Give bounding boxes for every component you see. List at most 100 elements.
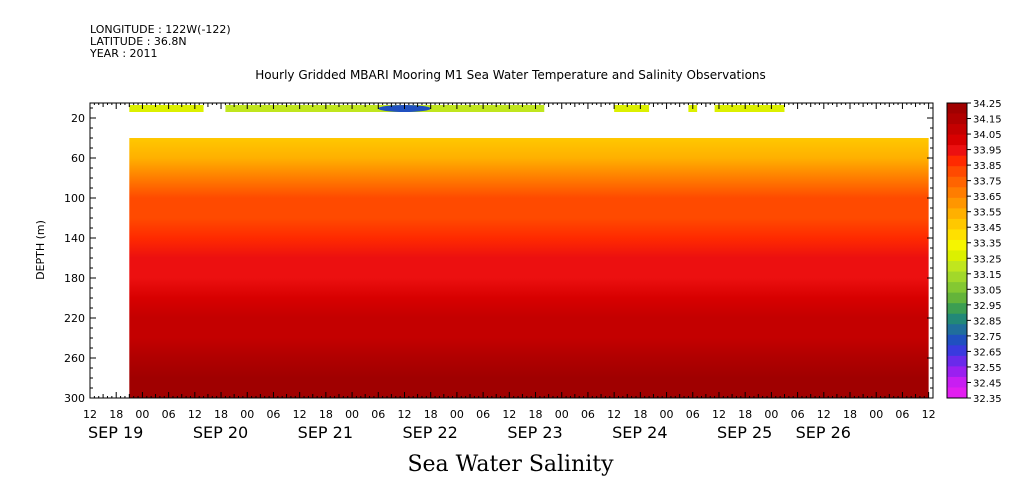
y-tick-label: 220 — [64, 312, 85, 325]
colorbar-swatch — [947, 187, 967, 199]
x-tick-label: 12 — [922, 408, 936, 421]
colorbar-label: 32.55 — [973, 363, 1002, 374]
colorbar-swatch — [947, 303, 967, 315]
colorbar-label: 33.95 — [973, 146, 1002, 157]
colorbar-swatch — [947, 218, 967, 230]
colorbar-label: 33.15 — [973, 270, 1002, 281]
x-tick-label: 12 — [817, 408, 831, 421]
x-tick-label: 18 — [319, 408, 333, 421]
longitude-label: LONGITUDE : 122W(-122) — [90, 23, 231, 36]
footer-title: Sea Water Salinity — [407, 452, 614, 477]
colorbar-label: 32.95 — [973, 301, 1002, 312]
x-tick-label: 18 — [529, 408, 543, 421]
x-date-label: SEP 22 — [402, 423, 457, 442]
x-tick-label: 00 — [555, 408, 569, 421]
colorbar-frame — [946, 102, 968, 399]
colorbar: 34.25 34.15 34.05 33.95 33.85 33.75 33.65 33.55… — [946, 99, 1002, 405]
colorbar-label: 33.75 — [973, 177, 1002, 188]
colorbar-swatch — [947, 334, 967, 346]
y-tick-label: 140 — [64, 232, 85, 245]
year-label: YEAR : 2011 — [90, 47, 158, 60]
y-tick-label: 260 — [64, 352, 85, 365]
colorbar-swatch — [947, 176, 967, 188]
x-tick-label: 12 — [712, 408, 726, 421]
x-tick-label: 00 — [345, 408, 359, 421]
colorbar-swatch — [947, 166, 967, 178]
colorbar-label: 33.25 — [973, 254, 1002, 265]
plot-frame — [89, 102, 934, 399]
colorbar-swatch — [947, 345, 967, 357]
x-tick-label: 18 — [738, 408, 752, 421]
surface-salinity-bin — [714, 105, 785, 112]
axes-layer: 20 60 100 140 180 220 260 300 12 18 00 06 12 18 00 06 12… — [64, 103, 936, 442]
colorbar-label: 33.05 — [973, 285, 1002, 296]
colorbar-label: 32.65 — [973, 347, 1002, 358]
colorbar-label: 32.35 — [973, 394, 1002, 405]
colorbar-swatch — [947, 313, 967, 325]
colorbar-label: 34.05 — [973, 130, 1002, 141]
x-tick-label: 12 — [502, 408, 516, 421]
colorbar-label: 32.85 — [973, 316, 1002, 327]
colorbar-swatch — [947, 155, 967, 167]
colorbar-swatch — [947, 261, 967, 273]
colorbar-swatch — [947, 208, 967, 220]
colorbar-swatch — [947, 124, 967, 136]
y-tick-label: 100 — [64, 192, 85, 205]
colorbar-swatch — [947, 229, 967, 241]
colorbar-swatch — [947, 250, 967, 262]
colorbar-swatch — [947, 134, 967, 146]
surface-salinity-bin — [614, 105, 650, 112]
y-tick-label: 300 — [64, 392, 85, 405]
x-date-label: SEP 26 — [796, 423, 851, 442]
x-tick-label: 00 — [764, 408, 778, 421]
x-tick-label: 06 — [476, 408, 490, 421]
x-date-label: SEP 23 — [507, 423, 562, 442]
colorbar-label: 33.35 — [973, 239, 1002, 250]
x-tick-label: 18 — [424, 408, 438, 421]
x-tick-label: 06 — [162, 408, 176, 421]
colorbar-label: 33.85 — [973, 161, 1002, 172]
x-tick-label: 06 — [266, 408, 280, 421]
x-tick-label: 12 — [188, 408, 202, 421]
x-tick-label: 18 — [633, 408, 647, 421]
x-date-label: SEP 20 — [193, 423, 248, 442]
colorbar-swatch — [947, 292, 967, 304]
colorbar-label: 33.55 — [973, 208, 1002, 219]
metadata-block: LONGITUDE : 122W(-122) LATITUDE : 36.8N … — [90, 24, 231, 60]
colorbar-label: 34.15 — [973, 115, 1002, 126]
heatmap-layer — [129, 105, 929, 398]
x-tick-label: 00 — [450, 408, 464, 421]
x-tick-label: 06 — [581, 408, 595, 421]
y-tick-label: 180 — [64, 272, 85, 285]
colorbar-swatch — [947, 366, 967, 378]
surface-salinity-bin — [129, 105, 204, 112]
colorbar-swatch — [947, 387, 967, 399]
x-date-label: SEP 25 — [717, 423, 772, 442]
x-tick-label: 00 — [240, 408, 254, 421]
colorbar-swatch — [947, 145, 967, 157]
colorbar-swatch — [947, 282, 967, 294]
y-tick-label: 60 — [71, 152, 85, 165]
x-tick-label: 12 — [83, 408, 97, 421]
colorbar-swatch — [947, 271, 967, 283]
colorbar-swatch — [947, 376, 967, 388]
latitude-label: LATITUDE : 36.8N — [90, 35, 187, 48]
colorbar-label: 34.25 — [973, 99, 1002, 110]
x-tick-label: 00 — [135, 408, 149, 421]
colorbar-swatch — [947, 103, 967, 115]
x-tick-label: 18 — [843, 408, 857, 421]
y-tick-label: 20 — [71, 112, 85, 125]
x-tick-label: 18 — [109, 408, 123, 421]
colorbar-label: 33.45 — [973, 223, 1002, 234]
x-tick-label: 06 — [791, 408, 805, 421]
colorbar-label: 32.75 — [973, 332, 1002, 343]
x-tick-label: 06 — [686, 408, 700, 421]
x-tick-label: 12 — [293, 408, 307, 421]
x-tick-label: 18 — [214, 408, 228, 421]
x-tick-label: 12 — [607, 408, 621, 421]
colorbar-swatch — [947, 113, 967, 125]
x-tick-label: 06 — [371, 408, 385, 421]
colorbar-label: 32.45 — [973, 378, 1002, 389]
x-tick-label: 06 — [895, 408, 909, 421]
